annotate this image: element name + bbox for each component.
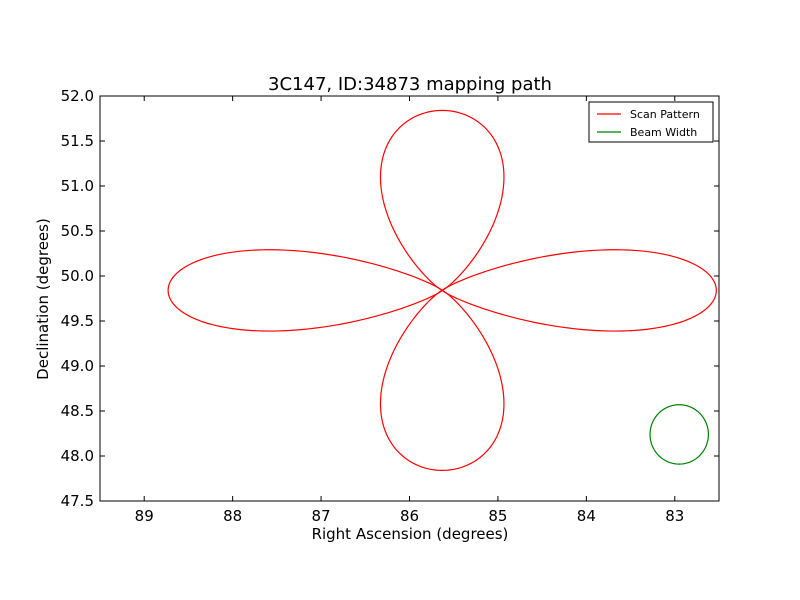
- scan-lobe-west: [167, 249, 443, 332]
- y-tick-label: 50.5: [61, 222, 94, 240]
- legend-box: [588, 101, 714, 143]
- chart-title: 3C147, ID:34873 mapping path: [268, 74, 552, 95]
- y-tick-label: 48.0: [61, 447, 94, 465]
- scan-lobe-south: [379, 289, 505, 472]
- y-tick-label: 49.5: [61, 312, 94, 330]
- x-tick-label: 85: [488, 507, 507, 525]
- y-tick-label: 49.0: [61, 357, 94, 375]
- x-tick-label: 86: [400, 507, 419, 525]
- legend-label-beam-width: Beam Width: [630, 126, 697, 139]
- x-axis-label: Right Ascension (degrees): [312, 525, 509, 543]
- y-tick-label: 52.0: [61, 87, 94, 105]
- y-axis-label: Declination (degrees): [34, 218, 52, 380]
- x-tick-label: 83: [665, 507, 684, 525]
- beam-width-circle: [649, 404, 709, 465]
- y-tick-label: 51.0: [61, 177, 94, 195]
- plot-area: [167, 109, 717, 472]
- x-tick-label: 88: [223, 507, 242, 525]
- y-tick-label: 50.0: [61, 267, 94, 285]
- y-tick-label: 47.5: [61, 492, 94, 510]
- x-tick-label: 89: [135, 507, 154, 525]
- x-tick-label: 84: [577, 507, 596, 525]
- y-tick-label: 48.5: [61, 402, 94, 420]
- axis-ticks: 89 88 87 86 85 84 83 47.5 48.0 48.5 49.0 49.5 50.0 50…: [61, 87, 719, 525]
- scan-lobe-east: [441, 249, 717, 332]
- scan-lobe-north: [379, 109, 505, 291]
- x-tick-label: 87: [312, 507, 331, 525]
- legend-label-scan-pattern: Scan Pattern: [630, 108, 700, 121]
- y-tick-label: 51.5: [61, 132, 94, 150]
- legend: Scan Pattern Beam Width: [588, 101, 714, 143]
